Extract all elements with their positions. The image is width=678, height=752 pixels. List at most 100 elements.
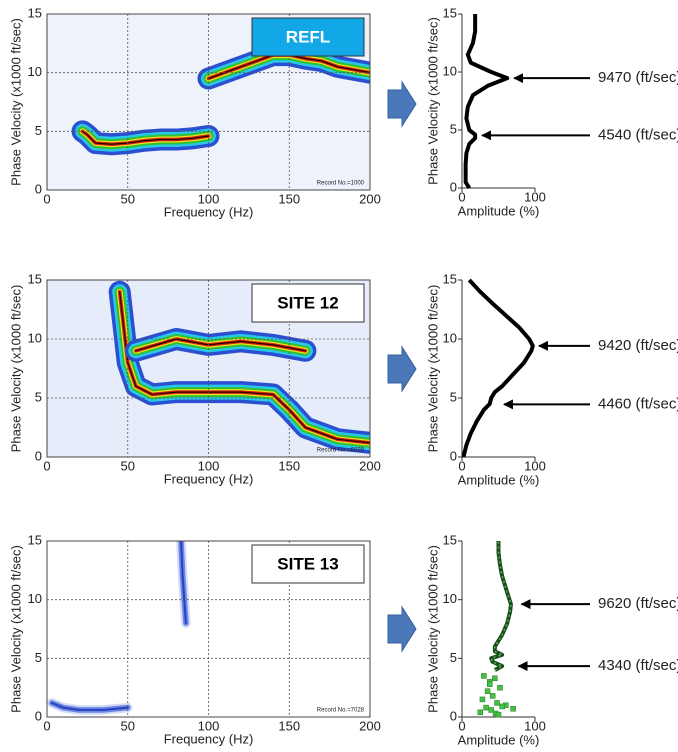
flow-arrow: [387, 345, 417, 393]
y-axis-label: Phase Velocity (x1000 ft/sec): [425, 545, 440, 713]
marker: [481, 673, 487, 679]
y-axis-label: Phase Velocity (x1000 ft/sec): [425, 17, 440, 185]
y-tick-label: 15: [28, 5, 42, 20]
y-tick-label: 10: [443, 591, 457, 606]
marker: [483, 704, 489, 711]
annotation: 4540 (ft/sec): [598, 126, 678, 143]
x-axis-label: Frequency (Hz): [164, 731, 254, 746]
panel: 9470 (ft/sec) 4540 (ft/sec) Amplitude (%) P…: [425, 5, 678, 218]
y-tick-label: 0: [450, 179, 457, 194]
y-axis-label: Phase Velocity (x1000 ft/sec): [8, 545, 23, 713]
y-tick-label: 0: [35, 708, 42, 723]
heat: [47, 541, 191, 715]
marker: [494, 700, 500, 706]
y-tick-label: 0: [35, 181, 42, 196]
marker: [488, 707, 494, 713]
marker: [495, 711, 502, 718]
annotation: 9620 (ft/sec): [598, 595, 678, 612]
y-tick-label: 10: [28, 330, 42, 345]
x-tick-label: 0: [458, 458, 465, 473]
y-tick-label: 15: [443, 5, 457, 20]
x-tick-label: 150: [278, 458, 300, 473]
x-tick-label: 100: [198, 718, 220, 733]
x-tick-label: 50: [121, 191, 135, 206]
label: REFL: [286, 27, 330, 46]
x-tick-label: 100: [524, 189, 546, 204]
flow-arrow: [387, 605, 417, 653]
axes: [458, 13, 536, 192]
y-tick-label: 10: [443, 63, 457, 78]
y-tick-label: 0: [450, 448, 457, 463]
panel: SITE 13 Record No.=7028 Frequency (Hz) Phas…: [8, 532, 380, 746]
y-tick-label: 5: [35, 650, 42, 665]
frame: [46, 13, 371, 191]
x-axis-label: Frequency (Hz): [164, 471, 254, 486]
x-tick-label: 0: [43, 458, 50, 473]
x-tick-label: 0: [458, 189, 465, 204]
x-tick-label: 150: [278, 191, 300, 206]
panel: REFL Record No.=1000 Frequency (Hz) Phase V…: [8, 5, 380, 219]
x-tick-label: 200: [359, 458, 381, 473]
y-tick-label: 5: [450, 389, 457, 404]
y-tick-label: 5: [35, 389, 42, 404]
profile-line: [463, 14, 510, 190]
y-tick-label: 10: [28, 591, 42, 606]
x-tick-label: 0: [43, 191, 50, 206]
ridge: [180, 541, 187, 625]
flow-arrow: [387, 80, 417, 128]
y-tick-label: 0: [35, 448, 42, 463]
x-tick-label: 100: [524, 458, 546, 473]
y-tick-label: 15: [443, 271, 457, 286]
panel: SITE 12 Record No.=6029 Frequency (Hz) Phas…: [8, 271, 380, 486]
axes: [458, 279, 536, 461]
x-axis-label: Amplitude (%): [458, 472, 540, 487]
marker: [479, 696, 486, 703]
y-tick-label: 5: [450, 121, 457, 136]
marker: [486, 681, 493, 687]
annotation: 9420 (ft/sec): [598, 337, 678, 354]
x-tick-label: 200: [359, 718, 381, 733]
frame: [46, 279, 371, 458]
label: SITE 12: [277, 293, 338, 312]
profile-line: [489, 541, 513, 672]
x-tick-label: 150: [278, 718, 300, 733]
y-axis-label: Phase Velocity (x1000 ft/sec): [8, 285, 23, 453]
flow-arrows: [387, 80, 417, 653]
profile-line: [461, 278, 535, 458]
y-axis-label: Phase Velocity (x1000 ft/sec): [8, 18, 23, 186]
axes: [458, 540, 536, 721]
annotation: 4460 (ft/sec): [598, 395, 678, 412]
marker: [477, 709, 483, 716]
x-tick-label: 100: [198, 191, 220, 206]
label-box: [251, 544, 365, 584]
x-axis-label: Amplitude (%): [458, 203, 540, 218]
marker: [484, 688, 491, 694]
panel: 9420 (ft/sec) 4460 (ft/sec) Amplitude (%) P…: [425, 271, 678, 487]
x-tick-label: 100: [524, 718, 546, 733]
y-tick-label: 5: [35, 123, 42, 138]
record-note: Record No.=1000: [317, 181, 365, 187]
x-axis-label: Amplitude (%): [458, 732, 540, 747]
ridge: [50, 701, 129, 711]
y-tick-label: 15: [443, 532, 457, 547]
annotation: 4340 (ft/sec): [598, 657, 678, 674]
x-tick-label: 100: [198, 458, 220, 473]
x-tick-label: 0: [458, 718, 465, 733]
x-tick-label: 50: [121, 458, 135, 473]
x-tick-label: 50: [121, 718, 135, 733]
heat: [108, 280, 370, 454]
marker: [497, 684, 503, 691]
y-tick-label: 15: [28, 271, 42, 286]
marker: [489, 693, 496, 699]
profile-highlight: [490, 541, 512, 671]
y-tick-label: 10: [443, 330, 457, 345]
x-tick-label: 200: [359, 191, 381, 206]
y-tick-label: 10: [28, 64, 42, 79]
frame: [46, 540, 371, 718]
y-tick-label: 5: [450, 650, 457, 665]
marker: [499, 703, 505, 710]
y-tick-label: 15: [28, 532, 42, 547]
y-tick-label: 0: [450, 708, 457, 723]
